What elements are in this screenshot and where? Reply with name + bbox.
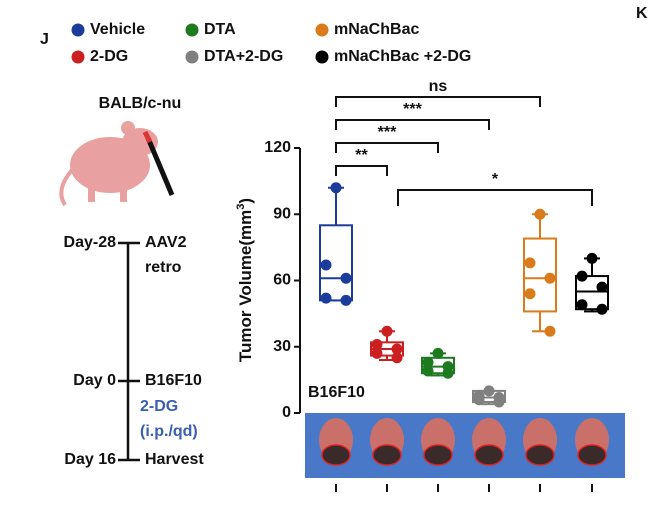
significance-label: * [492, 171, 499, 188]
event-label: retro [145, 259, 182, 276]
y-tick-label: 30 [273, 338, 291, 355]
data-point [534, 208, 546, 220]
data-point [493, 396, 505, 408]
image-label: B16F10 [308, 384, 365, 401]
y-tick-label: 60 [273, 272, 291, 289]
data-point [576, 299, 588, 311]
panel-label: J [40, 31, 49, 48]
data-point [586, 252, 598, 264]
significance-label: *** [403, 101, 422, 118]
legend-label: DTA [204, 21, 236, 38]
y-tick-label: 90 [273, 205, 291, 222]
data-point [422, 365, 434, 377]
tumor-photo [305, 413, 625, 478]
legend-label: Vehicle [90, 21, 145, 38]
data-point [524, 257, 536, 269]
data-point [596, 303, 608, 315]
mouse-illustration [59, 121, 175, 207]
legend-swatch [71, 50, 85, 64]
legend-swatch [185, 23, 199, 37]
box-plot: 0 30 60 90 120 Tumor Volume(mm3) B16F10 Vehicle… [71, 21, 609, 492]
legend-swatch [185, 50, 199, 64]
strain-label: BALB/c-nu [99, 95, 182, 112]
treatment-label: (i.p./qd) [140, 423, 198, 440]
significance-label: ** [355, 147, 368, 164]
legend-swatch [71, 23, 85, 37]
timeline: Day-28 AAV2 retro Day 0 B16F10 2-DG (i.p./qd) D… [64, 234, 205, 468]
data-point [524, 288, 536, 300]
significance-label: ns [429, 78, 448, 95]
tumor-outline [577, 444, 607, 466]
event-label: Harvest [145, 451, 204, 468]
tumor-outline [525, 444, 555, 466]
data-point [320, 259, 332, 271]
data-point [544, 272, 556, 284]
legend-label: mNaChBac +2-DG [334, 48, 471, 65]
significance-label: *** [378, 124, 397, 141]
panel-label: K [636, 5, 648, 22]
data-point [483, 385, 495, 397]
treatment-label: 2-DG [140, 398, 178, 415]
y-tick-label: 120 [264, 139, 291, 156]
y-tick-label: 0 [282, 404, 291, 421]
legend-swatch [315, 23, 329, 37]
y-axis-label-part: Tumor Volume(mm [236, 210, 255, 362]
data-point [442, 367, 454, 379]
y-axis-label: Tumor Volume(mm3) [235, 198, 256, 362]
legend-label: 2-DG [90, 48, 128, 65]
y-axis-label-part: ) [236, 198, 255, 204]
tumor-outline [474, 444, 504, 466]
data-point [320, 292, 332, 304]
legend-swatch [315, 50, 329, 64]
legend-label: DTA+2-DG [204, 48, 283, 65]
data-point [544, 325, 556, 337]
day-label: Day 16 [64, 451, 116, 468]
tumor-outline [423, 444, 453, 466]
data-point [473, 394, 485, 406]
significance-bracket [335, 119, 490, 130]
data-point [381, 325, 393, 337]
data-point [596, 281, 608, 293]
significance-bracket [335, 142, 439, 153]
data-point [422, 356, 434, 368]
data-point [371, 339, 383, 351]
legend-label: mNaChBac [334, 21, 419, 38]
data-point [432, 347, 444, 359]
data-point [330, 182, 342, 194]
data-point [391, 343, 403, 355]
significance-bracket [397, 189, 593, 206]
day-label: Day-28 [64, 234, 117, 251]
data-point [576, 270, 588, 282]
event-label: AAV2 [145, 234, 187, 251]
significance-bracket [335, 165, 388, 176]
significance-bracket [335, 96, 541, 107]
day-label: Day 0 [73, 372, 116, 389]
data-point [391, 352, 403, 364]
tumor-outline [372, 444, 402, 466]
data-point [371, 347, 383, 359]
tumor-outline [321, 444, 351, 466]
event-label: B16F10 [145, 372, 202, 389]
y-axis-label-part: 3 [235, 204, 247, 210]
data-point [340, 272, 352, 284]
data-point [340, 294, 352, 306]
